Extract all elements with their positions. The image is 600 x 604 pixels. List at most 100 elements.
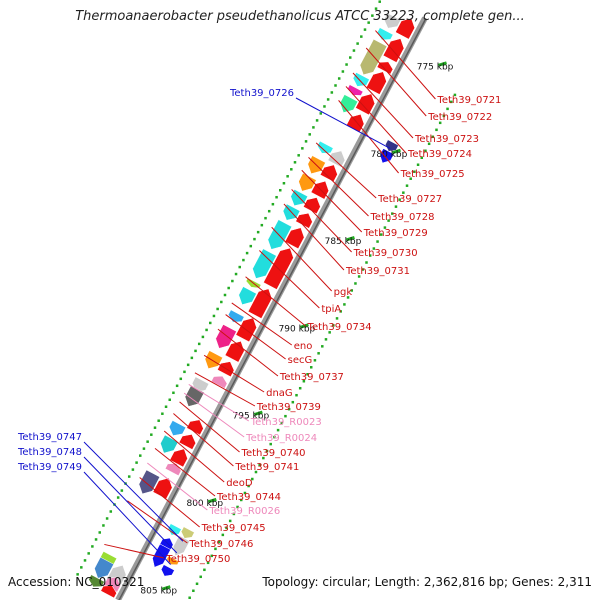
label-leader bbox=[259, 250, 320, 309]
gene-feature bbox=[383, 12, 402, 29]
gc-dot bbox=[179, 377, 183, 381]
gc-dot bbox=[317, 352, 320, 355]
gene-feature bbox=[160, 434, 179, 454]
gc-dot bbox=[209, 321, 212, 325]
scale-label: 800 kbp bbox=[186, 499, 223, 509]
gc-dot bbox=[157, 419, 160, 422]
label-leader bbox=[179, 401, 240, 453]
label-leader bbox=[291, 189, 352, 253]
gc-dot bbox=[258, 463, 261, 467]
gene-label: Teth39_0734 bbox=[307, 322, 372, 333]
gc-dot bbox=[416, 163, 420, 166]
gene-feature bbox=[88, 574, 105, 588]
gene-feature bbox=[385, 139, 399, 152]
gc-dot bbox=[242, 258, 245, 262]
gc-dot bbox=[175, 384, 179, 388]
gc-dot bbox=[378, 0, 381, 3]
gc-dot bbox=[267, 209, 271, 213]
label-leader bbox=[231, 302, 293, 346]
gc-dot bbox=[192, 589, 195, 593]
label-leader bbox=[271, 226, 333, 292]
label-leader bbox=[217, 328, 279, 377]
label-leader bbox=[375, 30, 436, 100]
gc-dot bbox=[302, 379, 306, 383]
gene-label: Teth39_0731 bbox=[345, 266, 410, 277]
label-leader bbox=[188, 383, 250, 422]
gene-label: Teth39_0749 bbox=[17, 462, 82, 473]
gc-dot bbox=[265, 449, 269, 453]
label-leader bbox=[194, 372, 256, 407]
gc-dot bbox=[435, 128, 438, 132]
gc-dot bbox=[315, 119, 319, 122]
gc-dot bbox=[308, 133, 311, 136]
gc-dot bbox=[313, 359, 317, 362]
gene-label: Teth39_0748 bbox=[17, 447, 82, 458]
gc-dot bbox=[243, 491, 247, 495]
gc-dot bbox=[312, 126, 315, 129]
gc-dot bbox=[309, 366, 313, 369]
gc-dot bbox=[102, 524, 105, 527]
gene-label: eno bbox=[294, 341, 313, 352]
gene-label: Teth39_0721 bbox=[436, 95, 501, 106]
gene-feature bbox=[152, 477, 173, 500]
gc-dot bbox=[383, 226, 387, 229]
gc-dot bbox=[420, 156, 424, 160]
gc-dot bbox=[153, 426, 157, 429]
gc-dot bbox=[197, 342, 201, 346]
gc-dot bbox=[217, 540, 221, 544]
gc-dot bbox=[376, 240, 379, 243]
gc-dot bbox=[367, 21, 370, 24]
gc-dot bbox=[231, 279, 234, 283]
scale-tick bbox=[207, 497, 217, 504]
gc-dot bbox=[253, 237, 256, 241]
label-leader bbox=[147, 462, 208, 511]
scale-label: 790 kbp bbox=[279, 324, 316, 334]
scale-label: 785 kbp bbox=[325, 237, 362, 247]
gc-dot bbox=[361, 268, 365, 271]
gc-dot bbox=[424, 149, 427, 153]
gc-dot bbox=[297, 154, 300, 157]
gene-feature bbox=[310, 180, 329, 200]
gene-feature bbox=[347, 84, 364, 96]
gene-feature bbox=[252, 248, 277, 279]
gc-dot bbox=[449, 100, 453, 104]
gc-dot bbox=[323, 105, 326, 108]
gc-dot bbox=[183, 370, 186, 374]
gc-dot bbox=[234, 272, 238, 276]
gc-dot bbox=[172, 391, 175, 395]
map-title: Thermoanaerobacter pseudethanolicus ATCC… bbox=[75, 9, 525, 24]
gc-dot bbox=[199, 575, 202, 579]
label-leader bbox=[163, 430, 225, 483]
gene-label: Teth39_0739 bbox=[256, 402, 321, 413]
gc-dot bbox=[276, 428, 280, 432]
gc-dot bbox=[431, 135, 435, 139]
label-leader bbox=[83, 441, 184, 542]
gc-dot bbox=[264, 216, 267, 220]
label-leader bbox=[173, 413, 234, 467]
gene-label: Teth39_0745 bbox=[201, 523, 266, 534]
label-leader bbox=[139, 477, 200, 528]
gc-dot bbox=[195, 582, 199, 586]
gene-label: Teth39_0725 bbox=[400, 169, 465, 180]
gc-dot bbox=[291, 400, 295, 404]
gc-dot bbox=[142, 447, 146, 450]
gc-dot bbox=[360, 35, 363, 38]
gc-dot bbox=[214, 547, 217, 551]
gc-dot bbox=[188, 596, 191, 599]
gc-dot bbox=[105, 517, 109, 520]
gc-dot bbox=[221, 533, 225, 537]
accession-label: Accession: NC_010321 bbox=[8, 575, 145, 589]
gc-dot bbox=[227, 286, 230, 290]
gene-label: Teth39_0724 bbox=[407, 149, 472, 160]
gc-dot bbox=[80, 566, 83, 569]
gc-dot bbox=[275, 195, 278, 199]
scale-tick bbox=[253, 410, 263, 416]
gene-feature bbox=[376, 27, 394, 41]
gc-dot bbox=[236, 505, 239, 509]
label-leader bbox=[203, 354, 265, 393]
gc-dot bbox=[301, 147, 304, 150]
gc-dot bbox=[256, 230, 260, 234]
gc-dot bbox=[326, 98, 330, 101]
